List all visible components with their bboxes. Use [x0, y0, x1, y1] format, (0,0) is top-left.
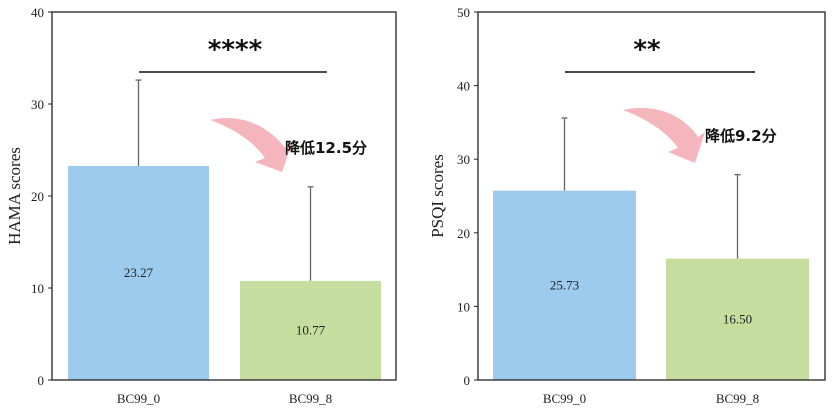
y-axis-label: PSQI scores — [428, 154, 447, 238]
significance-label: **** — [208, 35, 263, 65]
x-tick-label: BC99_8 — [716, 391, 759, 406]
y-tick-label: 40 — [457, 79, 470, 94]
plot-frame — [477, 11, 826, 381]
bar-BC99_0 — [493, 190, 636, 380]
x-tick-label: BC99_8 — [289, 391, 332, 406]
reduction-annotation: 降低12.5分 — [285, 139, 367, 157]
significance-label: ** — [633, 35, 661, 65]
data-label: 10.77 — [296, 322, 326, 337]
y-tick-label: 10 — [31, 281, 44, 296]
data-label: 16.50 — [723, 311, 752, 326]
chart-psqi: PSQI scores ** 降低9.2分 25.73 BC99_0 16.50 BC… — [428, 5, 826, 406]
x-tick-label: BC99_0 — [117, 391, 160, 406]
y-tick-label: 50 — [457, 5, 470, 20]
bar-BC99_8 — [240, 280, 381, 380]
bar-BC99_0 — [68, 165, 209, 380]
y-tick-label: 30 — [457, 152, 470, 167]
y-axis-label: HAMA scores — [5, 147, 24, 245]
reduction-annotation: 降低9.2分 — [705, 127, 777, 145]
bar-BC99_8 — [666, 258, 809, 380]
data-label: 25.73 — [550, 277, 579, 292]
y-tick-label: 0 — [464, 373, 471, 388]
decrease-arrow-icon — [210, 118, 292, 172]
y-tick-label: 10 — [457, 299, 470, 314]
y-tick-label: 40 — [31, 5, 44, 20]
y-tick-label: 0 — [38, 373, 45, 388]
y-tick-label: 20 — [457, 226, 470, 241]
decrease-arrow-icon — [623, 107, 705, 163]
data-label: 23.27 — [124, 265, 154, 280]
x-tick-label: BC99_0 — [543, 391, 586, 406]
y-tick-label: 30 — [31, 97, 44, 112]
chart-hama: HAMA scores **** 降低12.5分 23.27 BC99_0 10.7… — [5, 5, 397, 406]
y-tick-label: 20 — [31, 189, 44, 204]
